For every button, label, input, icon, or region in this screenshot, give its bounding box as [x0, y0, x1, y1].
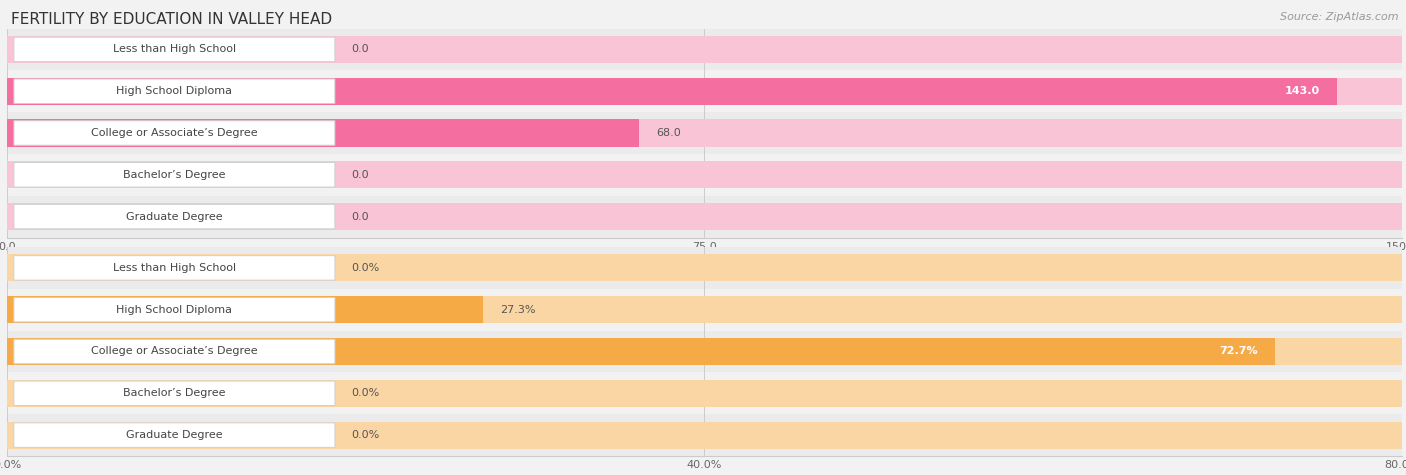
- Bar: [7, 36, 1402, 63]
- Bar: [7, 203, 1402, 230]
- Text: Less than High School: Less than High School: [112, 263, 236, 273]
- Bar: [7, 112, 1402, 154]
- FancyBboxPatch shape: [14, 162, 335, 187]
- Text: College or Associate’s Degree: College or Associate’s Degree: [91, 346, 257, 357]
- Bar: [7, 196, 1402, 238]
- Text: Source: ZipAtlas.com: Source: ZipAtlas.com: [1281, 12, 1399, 22]
- Text: 0.0: 0.0: [352, 211, 370, 222]
- FancyBboxPatch shape: [14, 79, 335, 104]
- Bar: [7, 372, 1402, 414]
- Bar: [7, 119, 640, 147]
- Text: FERTILITY BY EDUCATION IN VALLEY HEAD: FERTILITY BY EDUCATION IN VALLEY HEAD: [11, 12, 332, 27]
- FancyBboxPatch shape: [14, 423, 335, 447]
- Bar: [7, 247, 1402, 289]
- Text: 68.0: 68.0: [657, 128, 681, 138]
- FancyBboxPatch shape: [14, 339, 335, 364]
- Text: Graduate Degree: Graduate Degree: [127, 211, 222, 222]
- Bar: [7, 70, 1402, 112]
- Text: 0.0: 0.0: [352, 170, 370, 180]
- Bar: [7, 331, 1402, 372]
- Text: Less than High School: Less than High School: [112, 44, 236, 55]
- FancyBboxPatch shape: [14, 121, 335, 145]
- Bar: [7, 119, 1402, 147]
- Bar: [7, 154, 1402, 196]
- Text: Bachelor’s Degree: Bachelor’s Degree: [124, 170, 225, 180]
- Text: 0.0%: 0.0%: [352, 430, 380, 440]
- Bar: [7, 161, 1402, 189]
- FancyBboxPatch shape: [14, 297, 335, 322]
- FancyBboxPatch shape: [14, 381, 335, 406]
- Bar: [7, 421, 1402, 449]
- Bar: [7, 338, 1402, 365]
- Bar: [7, 77, 1337, 105]
- Bar: [7, 28, 1402, 70]
- Bar: [7, 338, 1274, 365]
- Text: High School Diploma: High School Diploma: [117, 86, 232, 96]
- Text: Bachelor’s Degree: Bachelor’s Degree: [124, 388, 225, 399]
- FancyBboxPatch shape: [14, 256, 335, 280]
- FancyBboxPatch shape: [14, 204, 335, 229]
- Text: 143.0: 143.0: [1285, 86, 1320, 96]
- Bar: [7, 289, 1402, 331]
- Bar: [7, 414, 1402, 456]
- Text: 0.0: 0.0: [352, 44, 370, 55]
- Bar: [7, 296, 1402, 323]
- Bar: [7, 380, 1402, 407]
- Bar: [7, 254, 1402, 282]
- Text: College or Associate’s Degree: College or Associate’s Degree: [91, 128, 257, 138]
- Text: High School Diploma: High School Diploma: [117, 304, 232, 315]
- FancyBboxPatch shape: [14, 37, 335, 62]
- Text: 0.0%: 0.0%: [352, 388, 380, 399]
- Text: Graduate Degree: Graduate Degree: [127, 430, 222, 440]
- Text: 0.0%: 0.0%: [352, 263, 380, 273]
- Text: 27.3%: 27.3%: [499, 304, 536, 315]
- Text: 72.7%: 72.7%: [1219, 346, 1258, 357]
- Bar: [7, 296, 484, 323]
- Bar: [7, 77, 1402, 105]
